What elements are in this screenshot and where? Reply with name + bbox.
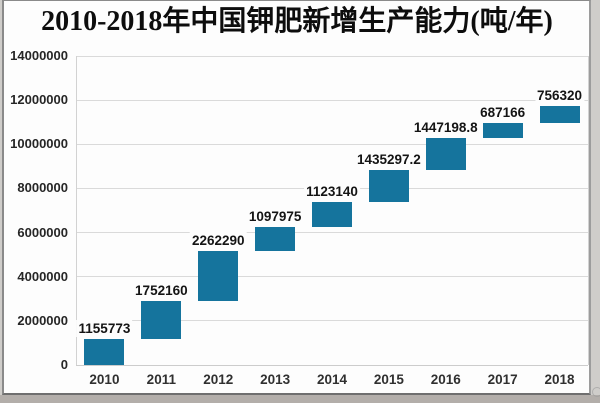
data-label-2017: 687166 [478,104,528,122]
bar-2013 [255,226,296,251]
bar-2015 [368,170,409,202]
data-label-2013: 1097975 [246,207,304,225]
x-tick-label-2018: 2018 [544,372,575,387]
y-tick-label: 12000000 [10,92,68,108]
y-tick-label: 2000000 [17,312,68,328]
y-gridline [76,143,588,145]
bar-2011 [141,300,182,340]
watermark-glyph [592,387,600,397]
y-tick-label: 4000000 [17,268,68,284]
y-gridline [76,320,588,322]
x-tick-label-2016: 2016 [430,372,461,387]
data-label-2012: 2262290 [189,231,247,249]
data-label-2011: 1752160 [133,281,190,299]
y-gridline [76,99,588,101]
y-gridline [76,55,588,57]
y-tick-label: 6000000 [17,224,68,240]
data-label-2016: 1447198.8 [411,119,480,137]
y-tick-label: 0 [60,357,68,372]
x-axis-line [76,364,588,366]
bar-2010 [84,339,125,365]
page-background-strip [0,395,600,403]
x-tick-label-2014: 2014 [316,372,348,387]
x-tick-label-2017: 2017 [487,372,518,387]
y-tick-label: 14000000 [10,48,68,63]
data-label-2018: 756320 [535,87,585,105]
bar-2014 [312,201,352,227]
x-tick-label-2013: 2013 [260,372,291,387]
data-label-2010: 1155773 [76,320,133,338]
x-tick-label-2015: 2015 [373,372,404,387]
bar-2018 [539,106,580,124]
data-label-2015: 1435297.2 [354,151,423,169]
x-tick-label-2010: 2010 [89,372,120,387]
y-gridline [76,276,588,278]
y-tick-label: 8000000 [17,180,68,196]
chart-title: 2010-2018年中国钾肥新增生产能力(吨/年) [41,6,553,37]
y-gridline [76,232,588,234]
bar-2012 [198,250,239,301]
x-tick-label-2012: 2012 [203,372,234,387]
y-tick-label: 10000000 [10,136,68,152]
bar-2017 [482,123,523,139]
data-label-2014: 1123140 [304,182,360,200]
bar-2016 [425,138,466,171]
plot-right-spine [588,56,589,365]
x-tick-label-2011: 2011 [146,372,176,387]
plot-left-spine [76,56,77,365]
